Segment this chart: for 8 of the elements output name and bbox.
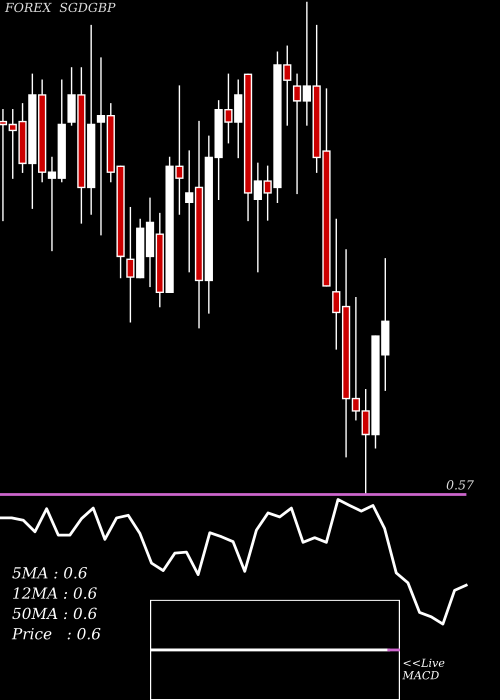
text: <<Live MACD — [402, 658, 444, 680]
candlestick — [175, 85, 184, 215]
chart-title: FOREX SGDGBP — [4, 2, 116, 12]
text: Price : 0.6 — [12, 628, 100, 640]
text: 0.57 — [446, 480, 474, 490]
annotation: 5MA : 0.6 — [12, 567, 88, 579]
annotation: 12MA : 0.6 — [13, 587, 97, 599]
annotation: 50MA : 0.6 — [12, 608, 97, 620]
